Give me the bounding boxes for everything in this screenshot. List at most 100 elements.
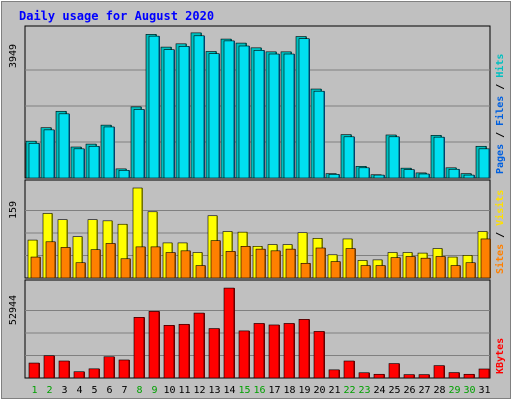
bar-files — [448, 168, 460, 179]
bar-files — [343, 136, 355, 179]
x-tick-label: 30 — [463, 385, 475, 396]
bar-kbytes — [208, 328, 220, 379]
bar-sites — [90, 249, 101, 279]
x-tick-label: 29 — [448, 385, 460, 396]
x-tick-label: 12 — [193, 385, 205, 396]
bar-sites — [120, 258, 131, 279]
panel-kbytes: 52944 KBytes — [8, 279, 506, 379]
bar-sites — [375, 265, 386, 279]
bar-sites — [330, 261, 341, 279]
bar-files — [463, 174, 475, 179]
bar-kbytes — [418, 374, 430, 379]
bar-sites — [165, 252, 176, 279]
bar-kbytes — [328, 369, 340, 379]
bar-files — [58, 113, 70, 179]
bar-kbytes — [43, 355, 55, 379]
x-tick-label: 23 — [358, 385, 370, 396]
legend-separator: / — [495, 78, 506, 96]
x-tick-label: 16 — [253, 385, 265, 396]
x-axis-labels: 1 2 3 4 5 6 7 8 9 10 11 12 13 14 15 16 17 18 19 20 21 22 23 24 2… — [31, 385, 490, 396]
bar-kbytes — [463, 373, 475, 379]
bar-files — [43, 129, 55, 179]
bar-files — [388, 136, 400, 179]
x-tick-label: 1 — [31, 385, 37, 396]
x-tick-label: 9 — [151, 385, 157, 396]
bar-files — [283, 53, 295, 179]
bar-files — [163, 49, 175, 179]
bar-files — [358, 167, 370, 179]
x-tick-label: 31 — [478, 385, 490, 396]
bar-kbytes — [28, 362, 40, 379]
panel-hits_files_pages: 3949 Pages / Files / Hits — [8, 25, 506, 179]
x-tick-label: 3 — [61, 385, 67, 396]
bar-sites — [105, 243, 116, 279]
bar-sites — [210, 240, 221, 279]
bar-kbytes — [343, 360, 355, 379]
x-tick-label: 22 — [343, 385, 355, 396]
bar-sites — [435, 256, 446, 279]
legend-kbytes: KBytes — [495, 338, 506, 374]
bar-files — [88, 145, 100, 179]
x-tick-label: 8 — [136, 385, 142, 396]
bar-files — [133, 109, 145, 179]
bar-sites — [480, 238, 491, 279]
bar-sites — [405, 256, 416, 279]
bar-sites — [315, 247, 326, 279]
bar-kbytes — [118, 359, 130, 379]
x-tick-label: 5 — [91, 385, 97, 396]
x-tick-label: 18 — [283, 385, 295, 396]
legend-separator: / — [495, 126, 506, 144]
bar-files — [328, 174, 340, 179]
bar-files — [193, 35, 205, 179]
bar-sites — [255, 248, 266, 279]
axis-legend: Pages / Files / Hits — [494, 54, 506, 174]
legend-files: Files — [494, 96, 506, 126]
bar-files — [118, 170, 130, 179]
bar-kbytes — [478, 368, 490, 379]
x-tick-label: 4 — [76, 385, 82, 396]
bar-kbytes — [253, 323, 265, 379]
bar-files — [208, 53, 220, 179]
bar-kbytes — [313, 331, 325, 379]
legend-hits: Hits — [494, 54, 506, 78]
x-tick-label: 19 — [298, 385, 310, 396]
bar-sites — [345, 248, 356, 279]
scale-label: 52944 — [8, 295, 19, 325]
bar-kbytes — [163, 325, 175, 379]
bar-sites — [150, 246, 161, 279]
scale-label: 159 — [8, 201, 19, 219]
bar-sites — [135, 246, 146, 279]
bar-kbytes — [238, 330, 250, 379]
bar-sites — [45, 241, 56, 279]
bar-kbytes — [133, 317, 145, 379]
bar-files — [223, 40, 235, 179]
bar-kbytes — [388, 363, 400, 379]
bar-files — [313, 90, 325, 179]
bar-files — [373, 174, 385, 179]
bar-files — [403, 169, 415, 179]
x-tick-label: 26 — [403, 385, 415, 396]
bar-sites — [390, 257, 401, 279]
bar-files — [178, 46, 190, 179]
x-tick-label: 15 — [238, 385, 250, 396]
bar-sites — [360, 265, 371, 279]
bar-files — [268, 53, 280, 179]
axis-legend: Sites / Visits — [494, 190, 506, 274]
bar-kbytes — [103, 356, 115, 379]
bar-kbytes — [298, 319, 310, 379]
bar-sites — [195, 265, 206, 279]
x-tick-label: 10 — [163, 385, 175, 396]
x-tick-label: 28 — [433, 385, 445, 396]
bar-sites — [240, 246, 251, 279]
bar-kbytes — [358, 372, 370, 379]
bar-kbytes — [73, 371, 85, 379]
legend-visits: Visits — [494, 190, 506, 226]
bar-kbytes — [58, 360, 70, 379]
bar-kbytes — [403, 374, 415, 379]
x-tick-label: 17 — [268, 385, 280, 396]
bar-sites — [30, 256, 41, 279]
x-tick-label: 27 — [418, 385, 430, 396]
x-tick-label: 21 — [328, 385, 340, 396]
bar-kbytes — [223, 287, 235, 379]
